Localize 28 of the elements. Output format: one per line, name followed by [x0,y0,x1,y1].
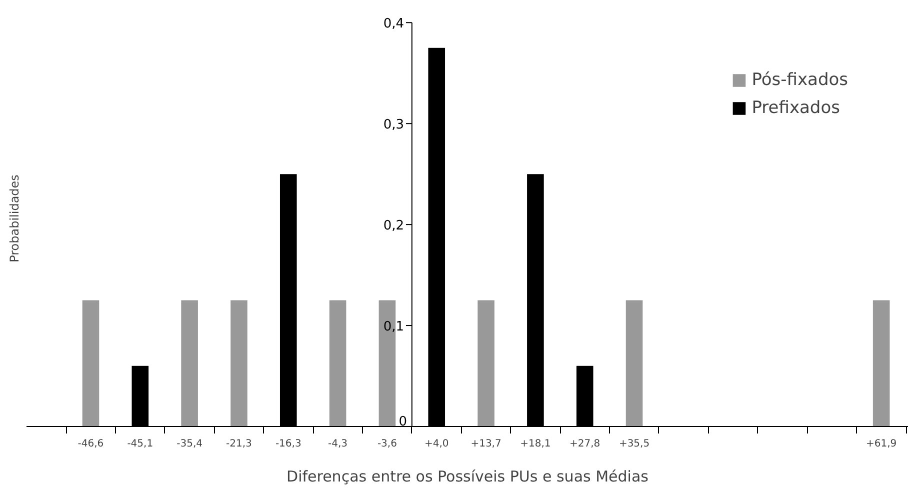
x-tick-label: -35,4 [176,438,202,450]
bar [626,300,643,426]
x-tick-label: -3,6 [377,438,397,450]
x-tick-label: +35,5 [618,438,650,450]
y-tick-label: 0,4 [383,16,404,32]
y-tick-label: 0,2 [383,218,404,234]
x-tick-label: +4,0 [424,438,449,450]
x-tick-label: +18,1 [520,438,551,450]
bar [181,300,198,426]
x-tick-label: +27,8 [570,438,600,450]
x-tick-label: -4,3 [328,438,348,450]
bar [872,300,890,426]
x-tick-label: +61,9 [866,438,897,450]
x-tick-label: -45,1 [127,438,154,450]
x-tick-label: -16,3 [275,438,302,450]
x-tick-label: +13,7 [470,438,502,450]
bar [478,300,494,426]
legend-label: Pós-fixados [752,70,848,90]
x-axis-title: Diferenças entre os Possíveis PUs e suas Médias [286,468,649,486]
bar [82,300,100,426]
x-tick-label: -21,3 [226,438,252,450]
x-tick-label: -46,6 [78,438,104,450]
y-tick-label: 0,3 [383,118,404,133]
legend-label: Prefixados [752,98,840,118]
y-axis-title: Probabilidades [8,174,22,262]
y-tick-label: 0 [398,414,407,430]
bar [329,300,346,426]
bar [230,300,248,426]
